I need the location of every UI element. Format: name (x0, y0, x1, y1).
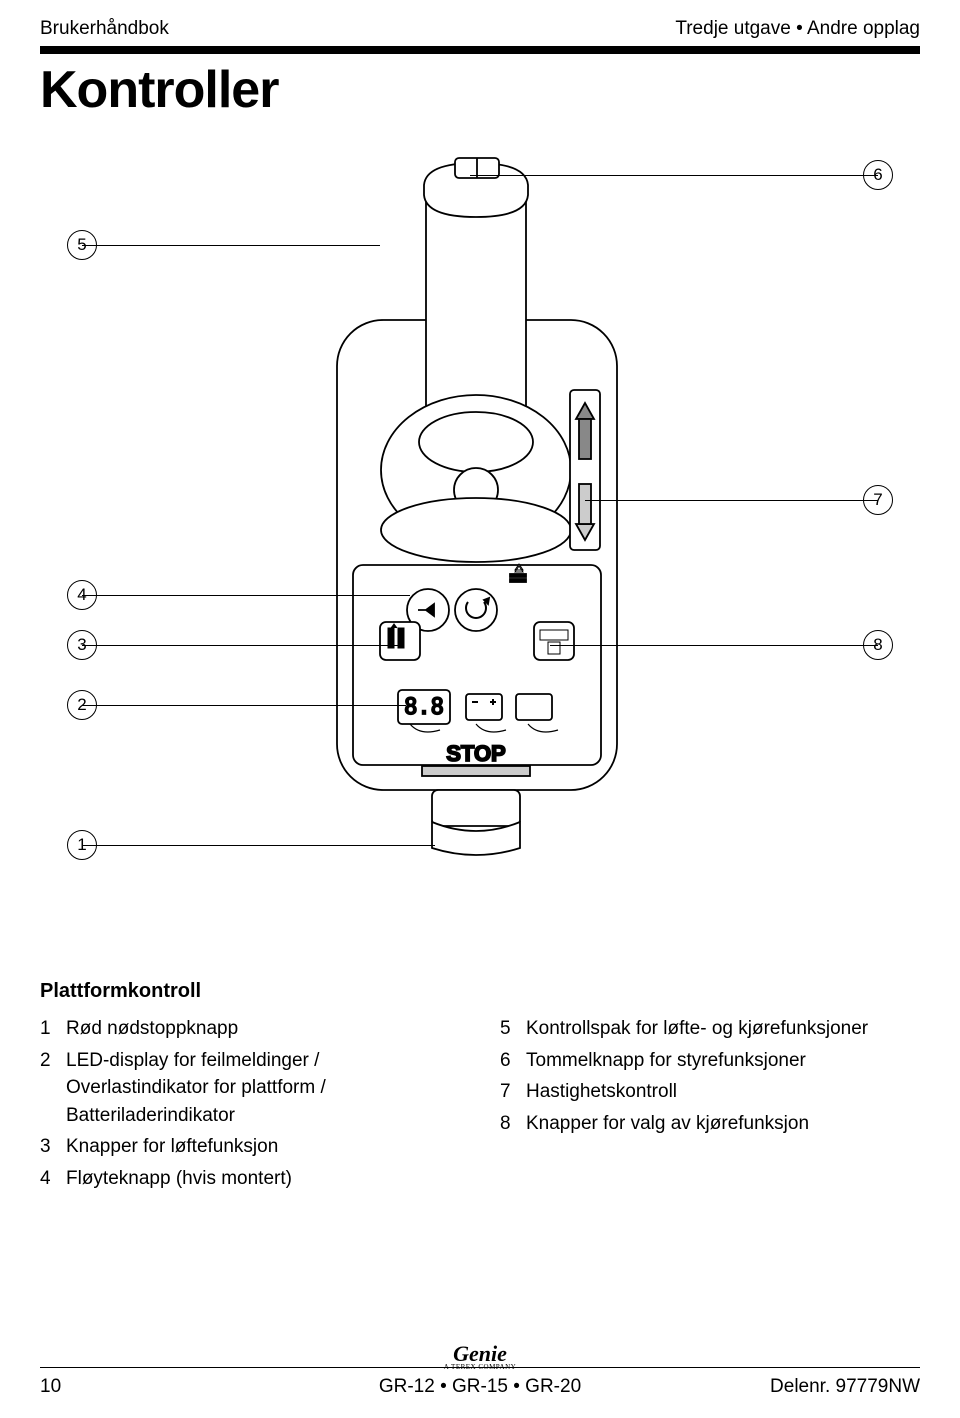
legend-item-6: 6Tommelknapp for styrefunksjoner (500, 1047, 920, 1075)
leadline-7 (585, 500, 878, 501)
legend-text: Knapper for løftefunksjon (66, 1133, 460, 1161)
legend-item-2: 2LED-display for feilmeldinger / Overlas… (40, 1047, 460, 1130)
leadline-6 (470, 175, 878, 176)
legend-num: 4 (40, 1165, 66, 1193)
legend-num: 2 (40, 1047, 66, 1130)
legend-num: 6 (500, 1047, 526, 1075)
legend-item-4: 4Fløyteknapp (hvis montert) (40, 1165, 460, 1193)
header-left: Brukerhåndbok (40, 18, 169, 40)
legend-item-5: 5Kontrollspak for løfte- og kjørefunksjo… (500, 1015, 920, 1043)
header-right: Tredje utgave • Andre opplag (675, 18, 920, 40)
leadline-5 (82, 245, 380, 246)
legend-section: Plattformkontroll 1Rød nødstoppknapp2LED… (40, 980, 920, 1196)
controller-svg: 8.8 STOP (40, 150, 920, 920)
legend-text: Kontrollspak for løfte- og kjørefunksjon… (526, 1015, 920, 1043)
legend-num: 5 (500, 1015, 526, 1043)
legend-text: LED-display for feilmeldinger / Overlast… (66, 1047, 460, 1130)
legend-item-8: 8Knapper for valg av kjørefunksjon (500, 1110, 920, 1138)
page-title: Kontroller (40, 60, 920, 120)
legend-num: 7 (500, 1078, 526, 1106)
controller-diagram: 8.8 STOP 65743821 (40, 150, 920, 920)
legend-text: Tommelknapp for styrefunksjoner (526, 1047, 920, 1075)
footer-models: GR-12 • GR-15 • GR-20 (379, 1376, 581, 1398)
brand-logo: Genie A TEREX COMPANY (444, 1346, 516, 1370)
legend-num: 1 (40, 1015, 66, 1043)
legend-item-1: 1Rød nødstoppknapp (40, 1015, 460, 1043)
svg-text:STOP: STOP (446, 741, 506, 766)
legend-text: Fløyteknapp (hvis montert) (66, 1165, 460, 1193)
legend-text: Rød nødstoppknapp (66, 1015, 460, 1043)
legend-text: Hastighetskontroll (526, 1078, 920, 1106)
header-rule (40, 46, 920, 54)
footer-partno: Delenr. 97779NW (770, 1376, 920, 1398)
legend-item-3: 3Knapper for løftefunksjon (40, 1133, 460, 1161)
leadline-1 (82, 845, 435, 846)
leadline-3 (82, 645, 403, 646)
legend-title: Plattformkontroll (40, 980, 920, 1003)
legend-num: 3 (40, 1133, 66, 1161)
page-number: 10 (40, 1376, 61, 1398)
leadline-2 (82, 705, 406, 706)
legend-text: Knapper for valg av kjørefunksjon (526, 1110, 920, 1138)
legend-item-7: 7Hastighetskontroll (500, 1078, 920, 1106)
legend-num: 8 (500, 1110, 526, 1138)
leadline-8 (550, 645, 878, 646)
svg-text:8.8: 8.8 (404, 695, 444, 720)
leadline-4 (82, 595, 410, 596)
